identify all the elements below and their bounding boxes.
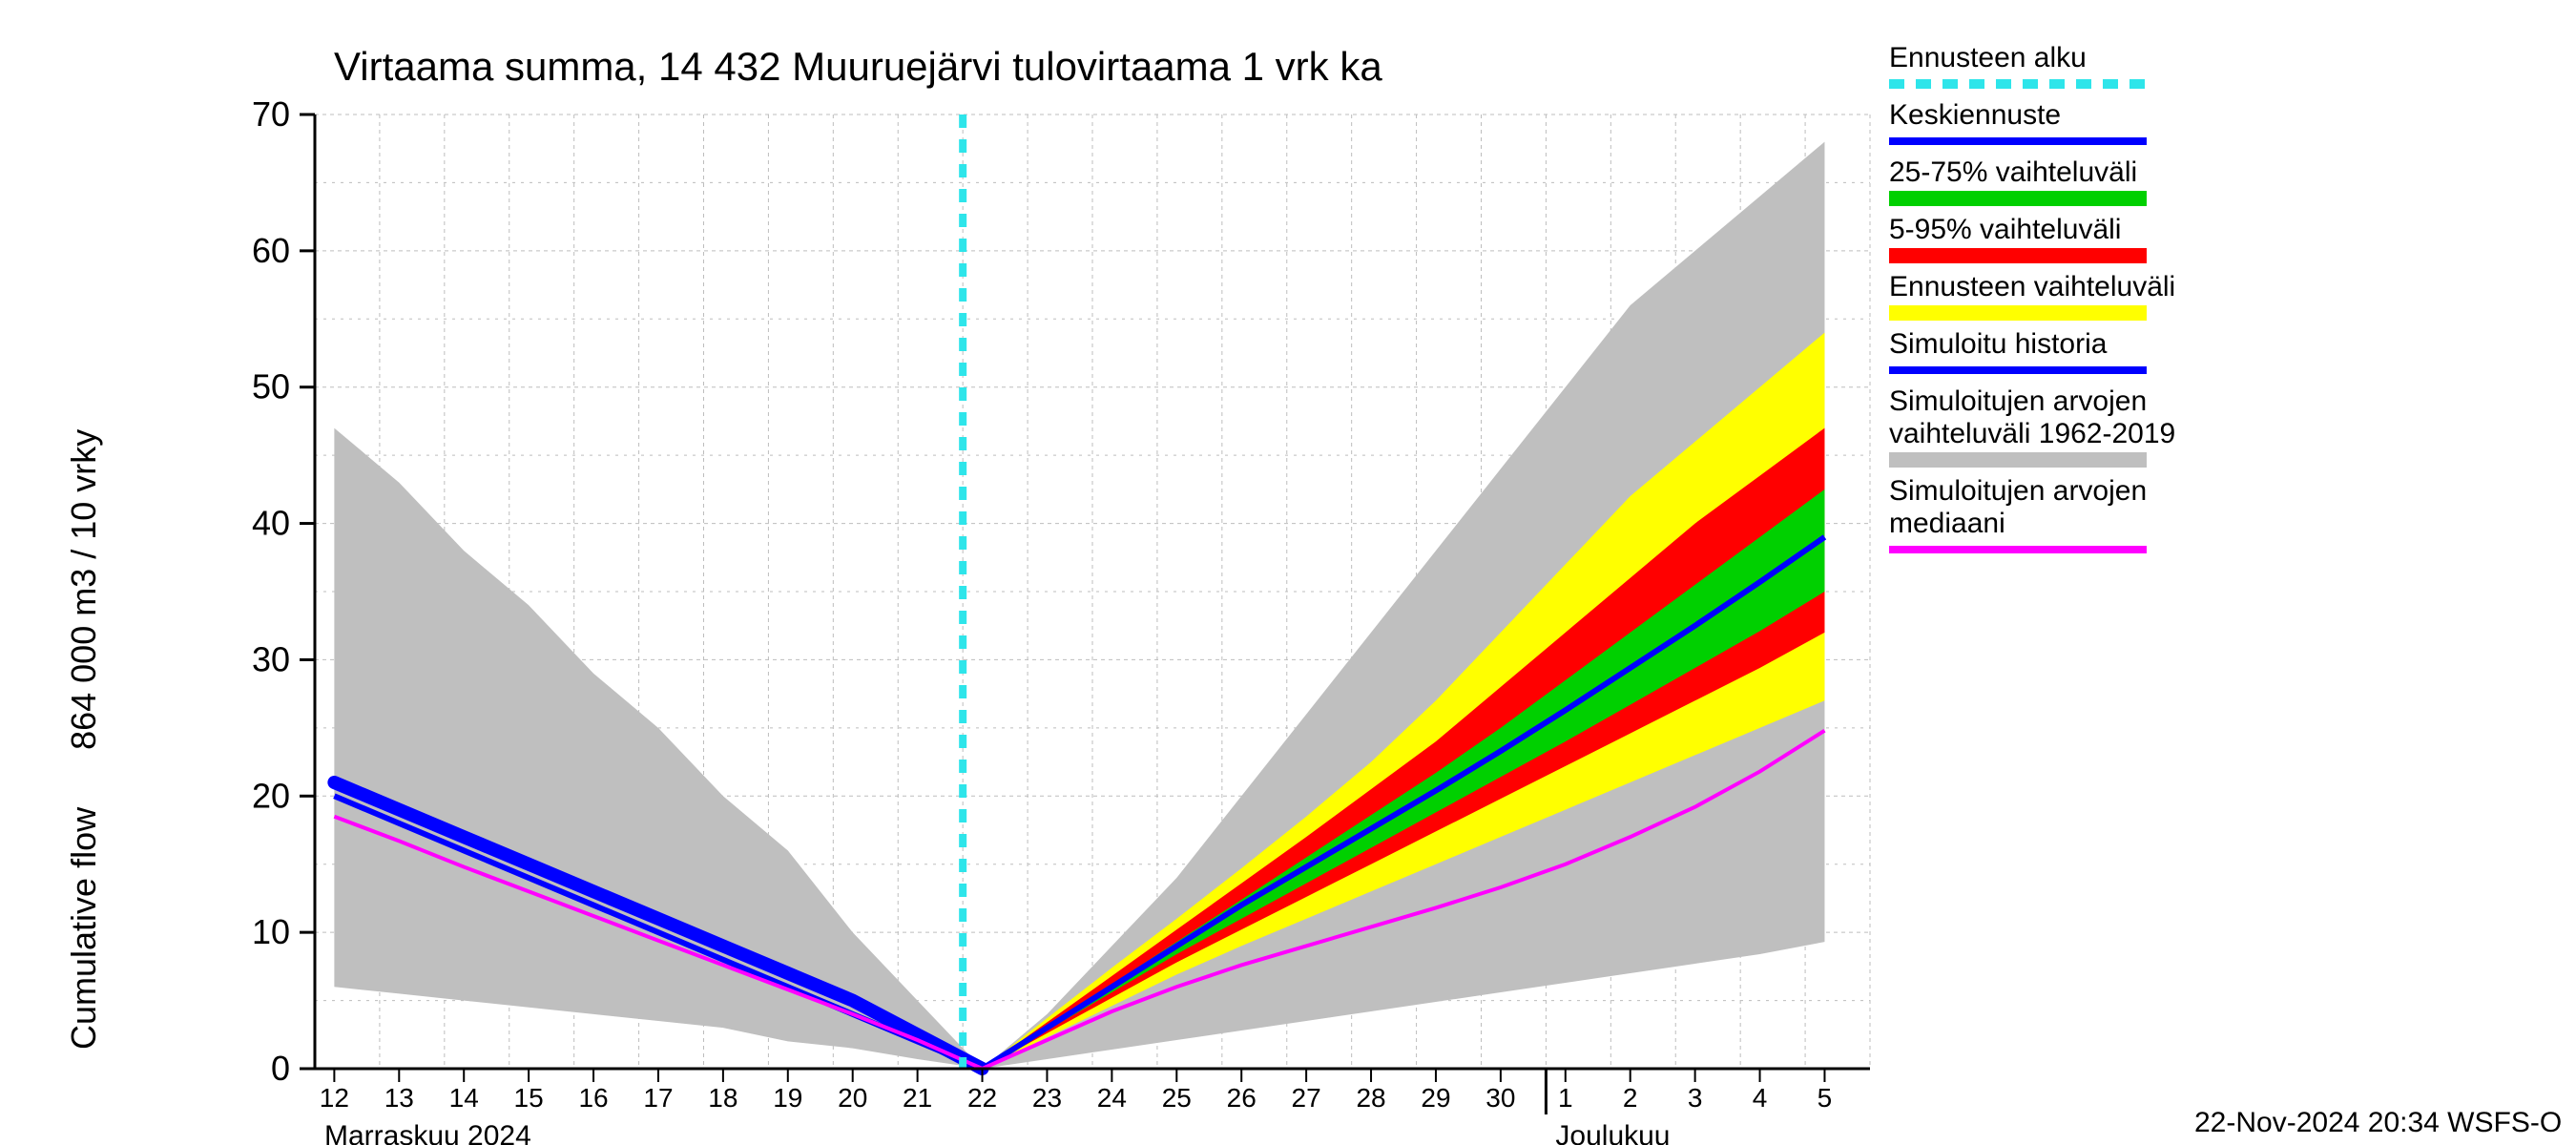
legend-label: Ennusteen vaihteluväli	[1889, 271, 2175, 302]
legend-swatch	[1889, 305, 2147, 321]
x-tick-label: 16	[578, 1083, 608, 1113]
footer-timestamp: 22-Nov-2024 20:34 WSFS-O	[2194, 1107, 2562, 1138]
x-tick-label: 4	[1753, 1083, 1768, 1113]
x-tick-label: 12	[320, 1083, 349, 1113]
legend-label: Simuloitujen arvojen	[1889, 475, 2147, 507]
y-tick-label: 60	[252, 231, 290, 270]
x-tick-label: 1	[1558, 1083, 1573, 1113]
y-tick-label: 70	[252, 94, 290, 134]
chart-title: Virtaama summa, 14 432 Muuruejärvi tulov…	[334, 44, 1382, 89]
x-tick-label: 21	[903, 1083, 932, 1113]
legend-label: 25-75% vaihteluväli	[1889, 156, 2137, 188]
y-tick-label: 0	[271, 1049, 290, 1088]
x-tick-label: 28	[1356, 1083, 1385, 1113]
y-tick-label: 20	[252, 776, 290, 815]
legend-swatch	[1889, 248, 2147, 263]
y-tick-label: 40	[252, 504, 290, 543]
legend-swatch	[1889, 452, 2147, 468]
x-tick-label: 2	[1623, 1083, 1638, 1113]
legend-label: 5-95% vaihteluväli	[1889, 214, 2121, 245]
x-tick-label: 3	[1688, 1083, 1703, 1113]
month2-fi: Joulukuu	[1555, 1120, 1670, 1145]
x-tick-label: 14	[449, 1083, 479, 1113]
bands	[334, 142, 1824, 1069]
x-tick-label: 23	[1032, 1083, 1062, 1113]
x-tick-label: 19	[773, 1083, 802, 1113]
legend-label: Ennusteen alku	[1889, 42, 2087, 73]
legend-label: Simuloitu historia	[1889, 328, 2108, 360]
x-tick-label: 29	[1421, 1083, 1450, 1113]
x-tick-label: 27	[1292, 1083, 1321, 1113]
legend-label: vaihteluväli 1962-2019	[1889, 418, 2175, 449]
x-tick-label: 13	[384, 1083, 414, 1113]
x-tick-label: 24	[1097, 1083, 1127, 1113]
x-tick-label: 26	[1227, 1083, 1257, 1113]
x-tick-label: 30	[1485, 1083, 1515, 1113]
y-tick-label: 50	[252, 367, 290, 406]
legend-label: Simuloitujen arvojen	[1889, 385, 2147, 417]
legend-swatch	[1889, 191, 2147, 206]
x-tick-label: 20	[838, 1083, 867, 1113]
x-tick-label: 25	[1162, 1083, 1192, 1113]
x-tick-label: 5	[1818, 1083, 1833, 1113]
month1-fi: Marraskuu 2024	[324, 1120, 531, 1145]
legend-label: mediaani	[1889, 508, 2005, 539]
legend: Ennusteen alku Keskiennuste 25-75% vaihtel…	[1889, 42, 2175, 550]
y-axis-label: Cumulative flow864 000 m3 / 10 vrky	[64, 429, 103, 1050]
x-tick-label: 17	[643, 1083, 673, 1113]
y-tick-label: 30	[252, 639, 290, 678]
x-tick-label: 18	[708, 1083, 737, 1113]
legend-label: Keskiennuste	[1889, 99, 2061, 131]
x-tick-label: 15	[514, 1083, 544, 1113]
x-tick-label: 22	[967, 1083, 997, 1113]
y-tick-label: 10	[252, 912, 290, 951]
